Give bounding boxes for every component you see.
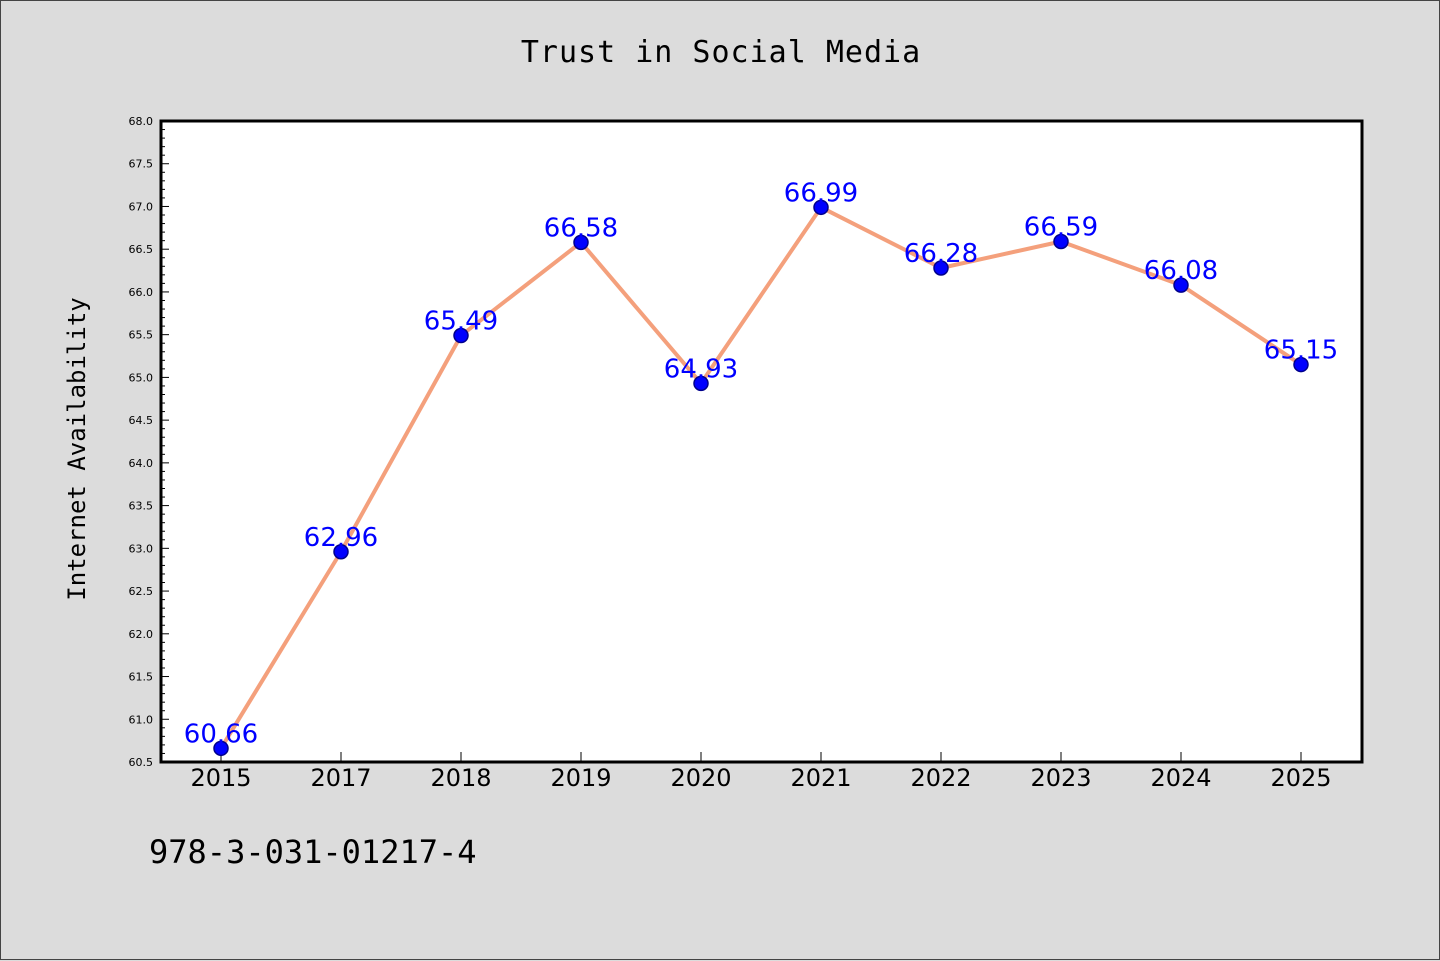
y-tick-label: 64.5 [129,414,154,427]
y-tick-label: 66.5 [129,243,154,256]
data-point [573,234,589,251]
x-tick-label: 2025 [1270,764,1331,792]
y-tick-label: 62.5 [129,585,154,598]
data-label: 65.15 [1264,336,1338,366]
x-tick-label: 2018 [430,764,491,792]
data-label: 66.28 [904,239,978,269]
y-axis: 60.5 61.0 61.5 62.0 62.5 63.0 63.5 64.0 64.5 65.0… [129,115,169,769]
x-tick-label: 2023 [1030,764,1091,792]
y-tick-label: 61.5 [129,671,154,684]
x-tick-label: 2015 [190,764,251,792]
y-tick-label: 64.0 [129,457,154,470]
data-label: 62.96 [304,523,378,553]
data-label: 66.59 [1024,213,1098,243]
data-label: 65.49 [424,307,498,337]
x-tick-label: 2021 [790,764,851,792]
y-tick-label: 62.0 [129,628,154,641]
y-tick-label: 65.0 [129,371,154,384]
data-point [1293,356,1309,373]
data-label: 66.58 [544,213,618,243]
data-point [453,327,469,344]
y-tick-label: 66.0 [129,286,154,299]
y-tick-label: 60.5 [129,756,154,769]
y-tick-label: 63.5 [129,500,154,513]
data-label: 60.66 [184,719,258,749]
y-tick-label: 63.0 [129,542,154,555]
chart-title: Trust in Social Media [520,35,922,70]
x-tick-label: 2022 [910,764,971,792]
data-point [333,544,349,560]
y-tick-label: 65.5 [129,329,154,342]
y-tick-label: 61.0 [129,713,154,726]
data-label: 66.99 [784,178,858,208]
data-point [1053,233,1069,250]
data-point [693,375,709,392]
plot-area [159,119,1364,764]
series-group: 60.66 62.96 65.49 66.58 64.93 66.99 66.28 66.59… [184,178,1338,757]
data-label: 66.08 [1144,256,1218,286]
x-tick-label: 2024 [1150,764,1211,792]
x-tick-label: 2020 [670,764,731,792]
data-point [1173,277,1189,293]
data-point [933,260,949,276]
x-tick-label: 2017 [310,764,371,792]
y-tick-label: 68.0 [129,115,154,128]
data-point [813,199,829,216]
data-label: 64.93 [664,354,738,384]
x-tick-label: 2019 [550,764,611,792]
y-tick-label: 67.5 [129,158,154,171]
y-axis-label: Internet Availability [63,297,91,600]
y-tick-label: 67.0 [129,200,154,213]
data-point [213,740,229,757]
footer-code: 978-3-031-01217-4 [149,833,477,871]
series-line [219,205,1303,750]
x-axis: 2015 2017 2018 2019 2020 2021 2022 2023 2024 2025 [190,752,1332,792]
